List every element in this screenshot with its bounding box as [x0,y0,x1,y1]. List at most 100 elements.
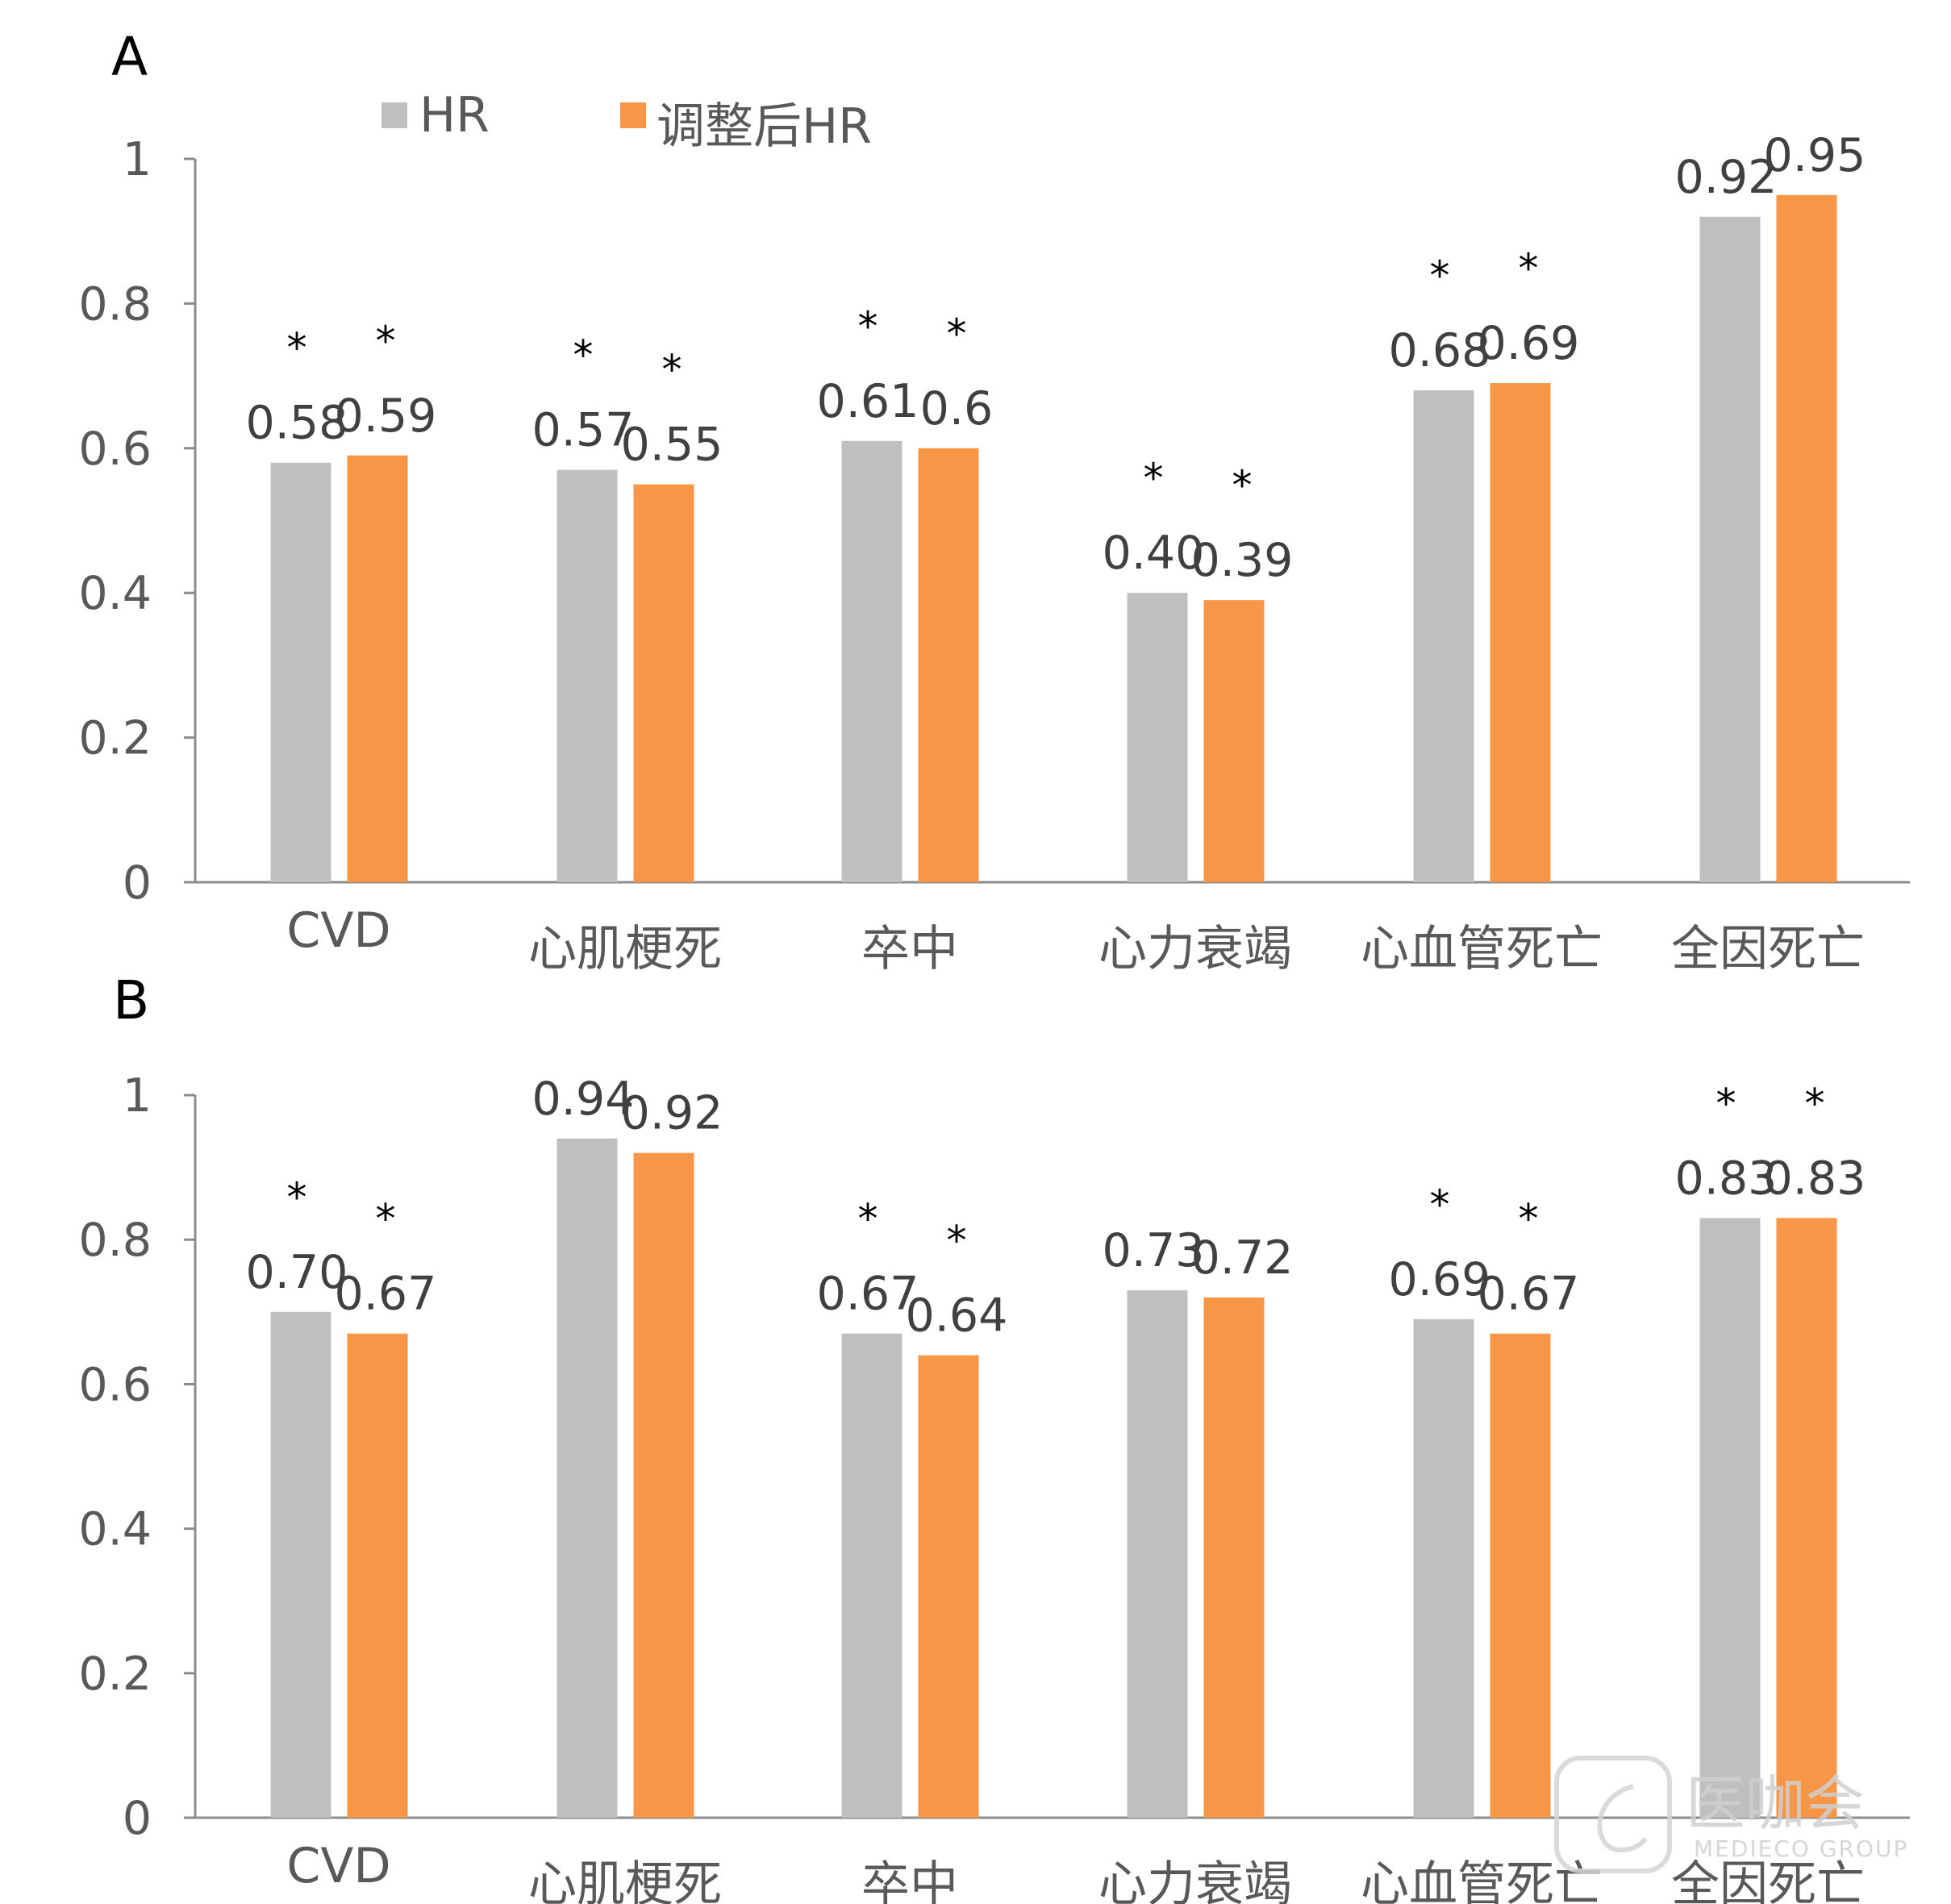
legend-swatch-hr [381,102,407,128]
bar [270,462,331,882]
y-tick-label: 0 [123,856,152,910]
bar [1776,1218,1837,1818]
significance-marker: * [858,303,878,350]
y-tick-label: 0.4 [78,1503,152,1556]
x-category-label: 卒中 [861,921,958,977]
significance-marker: * [858,1196,878,1243]
y-tick-label: 0.6 [78,423,152,476]
bar-value-label: 0.58 [246,397,348,450]
x-category-label: 心力衰竭 [1098,1856,1292,1904]
bar [557,1138,618,1818]
legend-label-adjusted-hr: 调整后HR [657,98,872,155]
watermark-logo-mark [1597,1784,1648,1853]
bar-value-label: 0.67 [1478,1268,1580,1321]
bar [1413,390,1474,882]
bar-value-label: 0.94 [532,1073,635,1126]
bar [633,484,694,882]
bar-value-label: 0.73 [1103,1224,1205,1277]
significance-marker: * [947,310,967,357]
significance-marker: * [287,1174,307,1221]
bar [1413,1319,1474,1818]
bar [841,1333,903,1818]
legend: HR 调整后HR [381,87,872,155]
bar [1490,1333,1551,1818]
bar [1776,194,1837,883]
bar [918,1355,979,1818]
bar [633,1152,694,1818]
significance-marker: * [1144,455,1164,502]
x-category-label: 全因死亡 [1671,1856,1865,1904]
y-tick-label: 0.4 [78,567,152,620]
bar [1203,1297,1265,1818]
bar [1490,383,1551,882]
bar [1699,1218,1761,1818]
significance-marker: * [947,1218,967,1264]
y-tick-label: 0.8 [78,277,152,331]
y-tick-label: 1 [123,1069,152,1123]
y-tick-label: 0.8 [78,1214,152,1267]
significance-marker: * [376,1196,396,1243]
significance-marker: * [1232,462,1253,509]
bar-value-label: 0.69 [1389,1253,1491,1306]
bar-value-label: 0.40 [1103,527,1205,580]
x-category-label: 心肌梗死 [528,1856,722,1904]
bar-value-label: 0.92 [621,1087,723,1140]
bar-value-label: 0.61 [817,375,919,428]
bar-value-label: 0.39 [1191,534,1294,587]
bar-value-label: 0.72 [1191,1231,1294,1285]
watermark: 医咖会 MEDIECO GROUP [1554,1756,1908,1873]
bar [1127,1289,1188,1818]
significance-marker: * [376,318,396,365]
x-category-label: 卒中 [861,1856,958,1904]
legend-swatch-adjusted-hr [620,102,646,128]
bar-value-label: 0.83 [1764,1152,1866,1205]
bar [347,455,408,882]
bar-value-label: 0.55 [621,419,723,472]
significance-marker: * [1805,1080,1825,1127]
bar-value-label: 0.69 [1478,317,1580,370]
significance-marker: * [1716,1080,1736,1127]
significance-marker: * [1519,1196,1539,1243]
panel-b-label: B [113,969,149,1031]
bar-value-label: 0.83 [1675,1152,1778,1205]
y-tick-label: 1 [123,133,152,186]
watermark-subtext: MEDIECO GROUP [1694,1835,1908,1862]
bar [1127,593,1188,882]
bar [841,440,903,882]
panel-a-chart: A 0 0.2 0.4 0.6 0.8 1 CVD 心肌梗死 卒中 心力衰竭 心血管死亡 全因死亡 0.… [78,26,1910,977]
significance-marker: * [662,347,682,394]
panel-a-label: A [111,26,148,88]
bar-value-label: 0.64 [906,1289,1008,1343]
x-category-label: 心肌梗死 [528,921,722,977]
significance-marker: * [287,325,307,372]
x-category-label: 心血管死亡 [1361,921,1603,977]
x-category-label: CVD [286,902,390,959]
bar-value-label: 0.57 [532,404,635,457]
y-tick-label: 0.2 [78,1648,152,1701]
x-category-label: CVD [286,1838,390,1894]
bar-value-label: 0.59 [335,390,437,443]
bar-value-label: 0.68 [1389,324,1491,377]
bar [1203,600,1265,882]
bar-value-label: 0.67 [335,1268,437,1321]
bar [557,469,618,882]
bar [347,1333,408,1818]
significance-marker: * [1519,245,1539,292]
x-category-label: 心力衰竭 [1098,921,1292,977]
bar-value-label: 0.70 [246,1246,348,1299]
y-tick-label: 0.6 [78,1358,152,1411]
significance-marker: * [573,332,594,379]
bar [270,1311,331,1818]
bar [1699,216,1761,882]
watermark-logo-icon [1554,1756,1672,1873]
bar-value-label: 0.67 [817,1268,919,1321]
y-tick-label: 0 [123,1792,152,1845]
significance-marker: * [1430,252,1450,299]
x-category-label: 全因死亡 [1671,921,1865,977]
bar-value-label: 0.95 [1764,129,1866,182]
watermark-text: 医咖会 [1686,1769,1865,1839]
significance-marker: * [1430,1181,1450,1228]
bar-value-label: 0.6 [920,382,994,435]
